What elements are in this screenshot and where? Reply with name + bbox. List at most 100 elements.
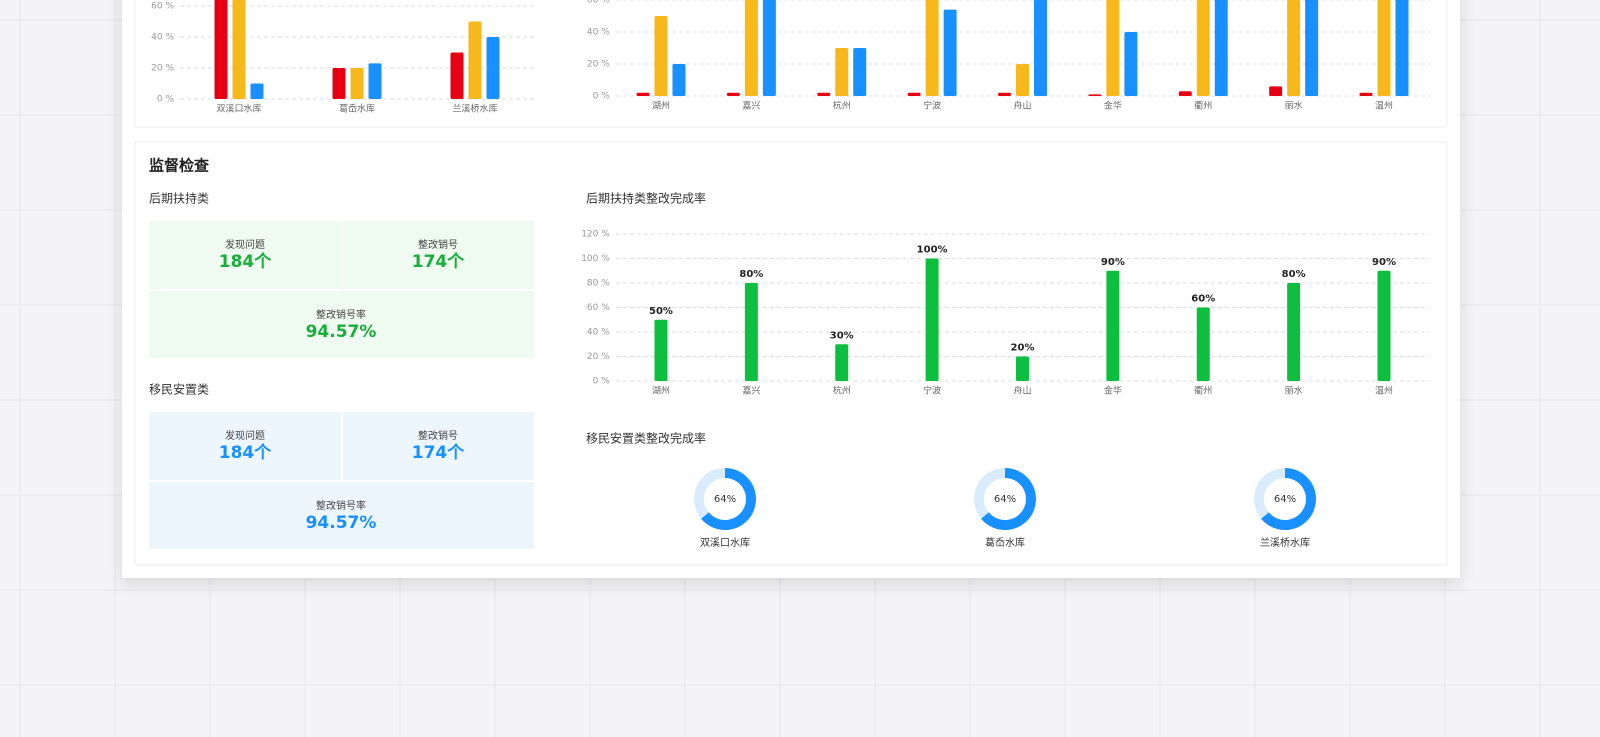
- donut-label: 64%: [994, 494, 1016, 505]
- stat-value: 174个: [412, 442, 465, 463]
- data-label: 100%: [917, 245, 948, 256]
- bar: [636, 92, 650, 96]
- y-tick-label: 60 %: [587, 0, 610, 6]
- chart-title: 后期扶持类整改完成率: [586, 191, 706, 206]
- y-tick-label: 100 %: [581, 254, 610, 264]
- data-label: 80%: [1282, 269, 1306, 280]
- bar: [1305, 0, 1319, 96]
- x-tick-label: 衢州: [1194, 100, 1212, 112]
- y-tick-label: 60 %: [151, 2, 174, 12]
- data-label: 30%: [830, 330, 854, 341]
- x-tick-label: 兰溪桥水库: [452, 103, 497, 115]
- stat-cell: [149, 482, 534, 549]
- bar: [1106, 0, 1120, 96]
- donut-arc: [701, 468, 756, 530]
- bar: [468, 21, 482, 99]
- section-title: 监督检查: [149, 157, 210, 175]
- y-tick-label: 40 %: [151, 33, 174, 43]
- bar: [835, 48, 849, 96]
- donut-label: 64%: [1274, 494, 1296, 505]
- data-label: 20%: [1011, 343, 1035, 354]
- stat-cell: [149, 221, 341, 289]
- bar: [1287, 283, 1301, 381]
- bar: [1088, 94, 1102, 96]
- donut-name: 葛岙水库: [985, 536, 1025, 549]
- y-tick-label: 0 %: [593, 377, 611, 387]
- x-tick-label: 金华: [1104, 385, 1122, 397]
- bar: [1016, 356, 1029, 381]
- bar: [1377, 270, 1391, 381]
- bar: [1124, 32, 1138, 96]
- donut-name: 兰溪桥水库: [1260, 536, 1310, 549]
- donut-arc: [981, 468, 1036, 530]
- bar: [332, 68, 346, 99]
- x-tick-label: 舟山: [1013, 385, 1031, 397]
- bar: [744, 0, 758, 96]
- stat-label: 整改销号: [418, 238, 458, 251]
- stat-label: 整改销号率: [316, 499, 366, 512]
- donut-arc: [1261, 468, 1316, 530]
- y-tick-label: 60 %: [587, 303, 610, 313]
- y-tick-label: 0 %: [157, 95, 175, 105]
- bar: [853, 48, 867, 96]
- bar: [1395, 0, 1409, 96]
- stat-value: 184个: [219, 251, 272, 272]
- bar: [835, 344, 849, 381]
- chart-title: 移民安置类整改完成率: [586, 431, 706, 446]
- x-tick-label: 杭州: [833, 100, 851, 112]
- bar: [672, 64, 686, 96]
- stat-value: 94.57%: [306, 513, 377, 533]
- y-tick-label: 120 %: [581, 230, 610, 240]
- y-tick-label: 0 %: [593, 92, 611, 102]
- x-tick-label: 嘉兴: [742, 100, 760, 112]
- bar: [744, 283, 758, 381]
- bar: [1106, 270, 1120, 381]
- x-tick-label: 衢州: [1194, 385, 1212, 397]
- bar: [925, 0, 939, 96]
- x-tick-label: 金华: [1104, 100, 1122, 112]
- bar: [214, 0, 228, 99]
- stat-value: 94.57%: [306, 322, 377, 342]
- bar: [1016, 64, 1029, 96]
- bar: [1034, 0, 1047, 96]
- bar: [925, 258, 939, 381]
- stat-label: 发现问题: [225, 238, 265, 251]
- bar: [762, 0, 776, 96]
- stat-label: 发现问题: [225, 429, 265, 442]
- bar: [1196, 307, 1210, 381]
- bar: [654, 16, 668, 96]
- stat-value: 174个: [412, 251, 465, 272]
- stat-cell: [149, 291, 534, 358]
- y-tick-label: 20 %: [151, 64, 174, 74]
- data-label: 90%: [1101, 257, 1125, 268]
- y-tick-label: 80 %: [587, 279, 610, 289]
- bar: [654, 319, 668, 381]
- bar: [817, 92, 831, 96]
- x-tick-label: 温州: [1375, 101, 1393, 112]
- stat-cell: [343, 412, 534, 480]
- bar: [943, 9, 957, 97]
- x-tick-label: 葛岙水库: [339, 103, 375, 115]
- bar: [450, 52, 464, 99]
- bar: [350, 68, 364, 99]
- x-tick-label: 双溪口水库: [216, 103, 261, 115]
- bar: [726, 92, 740, 96]
- bar: [1359, 92, 1373, 96]
- data-label: 80%: [739, 269, 763, 280]
- subsection-title: 后期扶持类: [149, 191, 209, 206]
- x-tick-label: 丽水: [1285, 385, 1303, 397]
- x-tick-label: 湖州: [652, 101, 670, 112]
- data-label: 60%: [1191, 294, 1215, 305]
- x-tick-label: 丽水: [1285, 100, 1303, 112]
- bar: [1269, 86, 1283, 96]
- y-tick-label: 20 %: [587, 352, 610, 362]
- y-tick-label: 40 %: [587, 328, 610, 338]
- stat-label: 整改销号: [418, 429, 458, 442]
- donut-label: 64%: [714, 494, 736, 505]
- data-label: 50%: [649, 306, 673, 317]
- x-tick-label: 宁波: [923, 385, 941, 397]
- x-tick-label: 湖州: [652, 386, 670, 397]
- bar: [486, 37, 500, 99]
- bar: [232, 0, 246, 99]
